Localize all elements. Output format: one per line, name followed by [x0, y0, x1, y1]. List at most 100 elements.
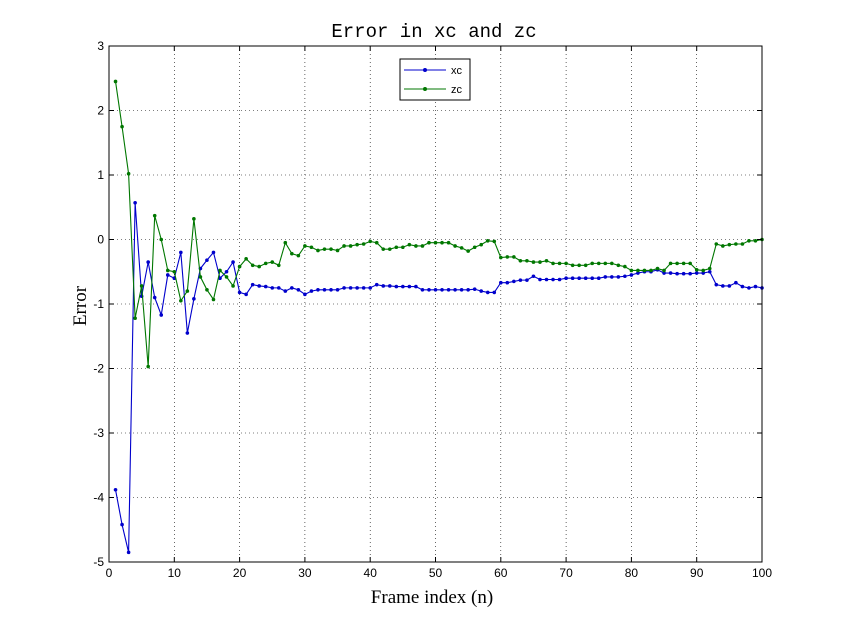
data-point-xc [218, 276, 222, 281]
data-point-zc [355, 242, 359, 247]
data-point-xc [231, 260, 235, 264]
data-point-zc [616, 263, 621, 268]
data-point-zc [649, 268, 653, 273]
data-point-xc [459, 288, 464, 292]
data-point-zc [694, 268, 699, 272]
data-point-zc [329, 247, 333, 251]
data-point-xc [629, 273, 634, 277]
data-point-xc [179, 250, 183, 255]
data-point-xc [414, 284, 418, 289]
data-point-zc [342, 244, 346, 248]
data-point-zc [681, 261, 686, 266]
data-point-xc [335, 288, 340, 292]
data-point-xc [244, 292, 248, 297]
data-point-xc [433, 288, 438, 292]
data-point-xc [727, 284, 732, 288]
data-point-xc [734, 280, 738, 285]
data-point-zc [433, 240, 438, 245]
data-point-xc [525, 278, 529, 282]
data-point-xc [283, 289, 288, 293]
data-point-xc [557, 277, 562, 282]
data-point-zc [636, 268, 640, 273]
data-point-zc [387, 247, 392, 251]
x-tick-label: 100 [752, 566, 772, 580]
data-point-zc [610, 261, 614, 266]
data-point-zc [133, 316, 137, 320]
data-point-zc [570, 263, 575, 268]
data-point-xc [120, 522, 124, 527]
data-point-xc [466, 288, 470, 292]
data-point-xc [342, 286, 346, 290]
data-point-zc [472, 245, 477, 250]
x-axis-label: Frame index (n) [371, 587, 493, 608]
data-point-zc [721, 244, 725, 248]
data-point-xc [322, 288, 327, 292]
data-point-zc [361, 242, 366, 246]
data-point-xc [303, 292, 307, 297]
legend-label-zc: zc [451, 84, 463, 96]
data-point-xc [276, 286, 281, 290]
data-point-zc [159, 237, 164, 242]
data-point-zc [551, 261, 555, 266]
data-point-zc [296, 253, 301, 258]
legend-box [399, 58, 471, 101]
y-tick-label: -1 [93, 297, 104, 311]
data-point-zc [485, 238, 490, 243]
data-point-zc [401, 245, 405, 250]
data-point-zc [185, 289, 190, 293]
data-point-zc [747, 238, 751, 243]
data-point-xc [747, 286, 751, 290]
data-point-xc [485, 290, 490, 295]
data-point-xc [623, 274, 627, 279]
data-point-zc [675, 261, 679, 266]
plot-area [109, 46, 762, 562]
data-point-xc [401, 284, 405, 289]
data-point-xc [688, 271, 692, 276]
series-line-zc [114, 81, 763, 367]
data-point-xc [583, 276, 588, 281]
data-point-zc [250, 263, 255, 268]
data-point-xc [590, 276, 595, 281]
data-point-xc [205, 258, 209, 262]
data-point-xc [740, 284, 745, 289]
data-point-zc [407, 242, 412, 247]
data-point-xc [381, 284, 386, 288]
y-tick-label: 2 [97, 104, 104, 118]
data-point-zc [309, 245, 314, 250]
data-point-xc [329, 288, 333, 292]
data-point-xc [479, 289, 484, 293]
data-point-xc [407, 284, 412, 289]
data-point-zc [152, 213, 157, 218]
data-point-zc [499, 255, 503, 260]
data-point-zc [276, 263, 281, 268]
legend-label-xc: xc [451, 65, 463, 77]
x-tick-label: 10 [168, 566, 182, 580]
data-point-zc [538, 260, 542, 264]
x-tick-label: 90 [690, 566, 704, 580]
y-tick-label: 0 [97, 233, 104, 247]
chart-title: Error in xc and zc [331, 21, 536, 43]
data-point-zc [139, 284, 144, 288]
data-point-xc [440, 288, 444, 292]
data-point-xc [296, 288, 301, 292]
data-point-xc [316, 288, 320, 292]
data-point-zc [126, 171, 131, 176]
data-point-zc [322, 247, 327, 251]
data-point-zc [577, 263, 581, 268]
ticks: 0 10 20 30 40 50 60 70 80 90 100 -5 -4 -3 -2 -1 0 1 2 3 [93, 39, 772, 580]
data-point-zc [512, 255, 516, 259]
data-point-zc [505, 255, 510, 259]
data-point-zc [198, 275, 203, 279]
data-point-zc [596, 261, 601, 266]
data-point-xc [701, 271, 706, 275]
data-point-zc [655, 266, 660, 271]
data-point-zc [218, 268, 222, 273]
data-point-zc [381, 247, 386, 251]
data-point-xc [681, 271, 686, 276]
data-point-xc [146, 260, 150, 264]
data-point-zc [544, 258, 549, 263]
data-point-xc [237, 290, 242, 295]
data-point-zc [583, 263, 588, 268]
data-point-zc [446, 240, 451, 245]
